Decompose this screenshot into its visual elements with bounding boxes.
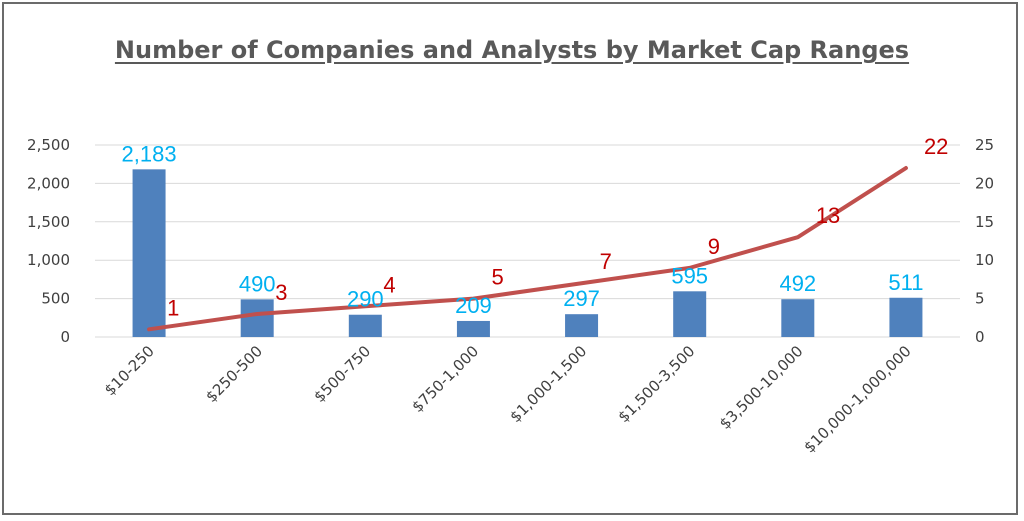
category-label: $750-1,000 [408,342,482,416]
line-data-label: 4 [383,272,395,297]
right-tick-label: 15 [975,213,994,231]
bar-data-label: 511 [888,270,923,295]
line-data-label: 1 [167,295,179,320]
left-tick-label: 1,000 [27,251,70,269]
bar [240,299,274,337]
category-label: $10,000-1,000,000 [800,342,914,456]
bar-data-labels: 2,183 490 290 209 297 595 492 511 [122,141,924,318]
chart-title: Number of Companies and Analysts by Mark… [114,36,910,64]
category-label: $1,500-3,500 [614,342,698,426]
category-label: $10-250 [101,342,158,399]
right-tick-label: 25 [975,136,994,154]
line-data-label: 22 [924,134,948,159]
right-tick-label: 0 [975,328,985,346]
bar-data-label: 2,183 [122,141,177,166]
line-data-label: 9 [708,234,720,259]
category-label: $1,000-1,500 [506,342,590,426]
right-tick-label: 5 [975,290,985,308]
bar-data-label: 595 [671,263,708,288]
bar-data-label: 297 [563,286,600,311]
line-data-label: 13 [816,203,840,228]
bar [781,299,815,337]
bar-data-label: 290 [347,287,384,312]
right-tick-label: 20 [975,174,994,192]
line-data-label: 3 [275,280,287,305]
line-data-label: 7 [600,249,612,274]
right-axis: 0 5 10 15 20 25 [975,136,994,346]
bar [565,314,599,337]
left-tick-label: 500 [41,290,70,308]
gridlines [95,144,960,338]
left-axis: 0 500 1,000 1,500 2,000 2,500 [27,136,70,346]
line-data-label: 5 [491,265,503,290]
left-tick-label: 2,000 [27,174,70,192]
left-tick-label: 2,500 [27,136,70,154]
left-tick-label: 0 [60,328,70,346]
bar [132,169,166,337]
bar [673,291,707,337]
bar [889,297,923,337]
chart-frame [2,2,1018,515]
category-label: $250-500 [202,342,266,406]
left-tick-label: 1,500 [27,213,70,231]
right-tick-label: 10 [975,251,994,269]
bar-data-label: 492 [779,271,816,296]
line-series [147,166,908,332]
category-label: $3,500-10,000 [716,342,807,433]
bar-series [132,169,923,337]
bar [456,320,490,337]
bar [348,314,382,337]
bar-data-label: 490 [239,271,276,296]
category-axis: $10-250 $250-500 $500-750 $750-1,000 $1,000-… [101,342,915,456]
line-path [147,166,908,332]
category-label: $500-750 [310,342,374,406]
bar-data-label: 209 [455,293,492,318]
